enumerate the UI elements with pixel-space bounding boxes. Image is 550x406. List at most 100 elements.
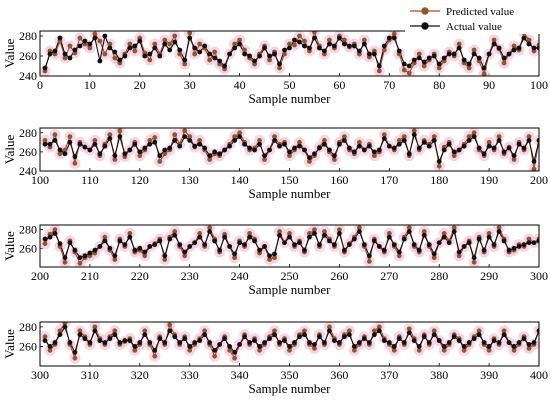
actual-point (481, 65, 487, 71)
actual-point (327, 238, 332, 244)
panel-3: 200 210 220 230 240 250 260 270 280 290 300260280V… (2, 223, 548, 297)
predicted-point (127, 41, 133, 47)
predicted-point (132, 347, 138, 353)
actual-point (346, 43, 352, 49)
predicted-point (172, 33, 178, 39)
predicted-point (142, 253, 148, 259)
actual-point (356, 143, 362, 149)
predicted-point (327, 37, 332, 43)
actual-point (297, 334, 302, 340)
plot-frame (39, 30, 540, 77)
x-tick-label: 400 (530, 368, 548, 382)
actual-point (371, 51, 377, 57)
actual-point (341, 334, 347, 340)
predicted-point (187, 347, 193, 353)
y-tick-label: 260 (19, 49, 37, 63)
actual-point (307, 45, 312, 51)
actual-point (167, 47, 173, 53)
actual-point (317, 242, 322, 248)
actual-point (526, 41, 532, 47)
actual-point (242, 141, 247, 147)
actual-point (521, 145, 527, 151)
actual-point (172, 334, 178, 340)
actual-point (376, 63, 382, 69)
actual-point (456, 147, 462, 153)
actual-point (491, 145, 497, 151)
x-tick-label: 350 (281, 368, 299, 382)
actual-point (177, 340, 183, 345)
actual-point (451, 149, 457, 155)
actual-point (287, 234, 292, 240)
actual-point (506, 51, 512, 57)
actual-point (107, 336, 113, 342)
x-tick-label: 190 (480, 173, 498, 187)
actual-point (481, 340, 487, 345)
actual-point (137, 245, 143, 251)
actual-point (222, 63, 228, 69)
actual-point (401, 61, 407, 67)
predicted-point (57, 328, 63, 334)
actual-point (112, 153, 118, 159)
x-tick-label: 0 (37, 78, 43, 92)
actual-point (67, 139, 73, 145)
actual-point (471, 336, 477, 342)
predicted-point (441, 231, 447, 236)
actual-point (292, 340, 297, 345)
actual-point (536, 138, 539, 143)
actual-point (366, 143, 372, 149)
actual-point (391, 35, 397, 41)
actual-point (262, 244, 267, 249)
actual-point (197, 141, 203, 147)
predicted-point (531, 166, 537, 171)
actual-point (197, 338, 203, 343)
actual-point (62, 151, 68, 157)
predicted-point (142, 328, 148, 334)
actual-point (416, 145, 422, 151)
predicted-point (307, 159, 312, 164)
x-tick-label: 220 (131, 269, 149, 283)
actual-point (132, 344, 138, 349)
actual-point (42, 65, 48, 71)
x-tick-label: 380 (430, 368, 448, 382)
y-tick-label: 280 (19, 29, 37, 43)
actual-point (82, 38, 88, 44)
predicted-point (77, 328, 83, 334)
actual-point (531, 240, 537, 246)
actual-point (317, 145, 322, 151)
predicted-point (147, 138, 153, 143)
y-tick-label: 280 (19, 126, 37, 140)
actual-point (501, 238, 507, 244)
actual-point (117, 238, 123, 244)
actual-point (87, 147, 93, 153)
actual-point (202, 242, 208, 248)
predicted-point (302, 38, 307, 44)
actual-point (431, 53, 437, 59)
actual-point (346, 332, 352, 338)
actual-point (287, 45, 292, 51)
actual-point (486, 51, 492, 57)
actual-point (337, 231, 342, 236)
actual-point (426, 340, 432, 345)
actual-point (426, 242, 432, 248)
x-tick-label: 120 (131, 173, 149, 187)
actual-point (47, 234, 53, 240)
actual-point (222, 336, 228, 342)
actual-point (52, 48, 58, 54)
actual-point (466, 340, 472, 345)
actual-point (461, 143, 467, 149)
actual-point (431, 138, 437, 143)
actual-point (506, 247, 512, 253)
actual-point (446, 340, 452, 345)
actual-point (351, 344, 357, 349)
actual-point (162, 41, 168, 47)
predicted-point (92, 324, 98, 330)
actual-point (42, 236, 48, 242)
y-axis-title: Value (2, 329, 17, 359)
chart-panels: 0 10 20 30 40 50 60 70 80 90 100240260280ValueSamp… (2, 29, 548, 396)
predicted-point (376, 68, 382, 74)
predicted-point (207, 157, 213, 162)
actual-point (87, 41, 93, 47)
actual-point (137, 149, 143, 155)
actual-point (287, 344, 292, 349)
predicted-point (396, 253, 402, 259)
